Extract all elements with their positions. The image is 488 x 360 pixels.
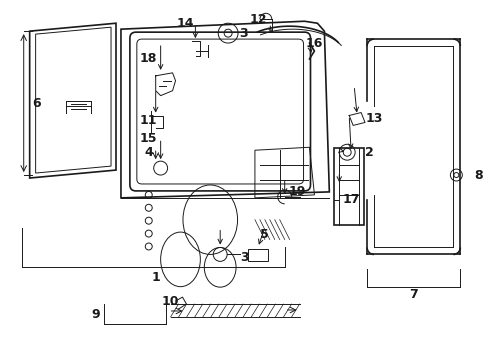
Text: 17: 17 (342, 193, 359, 206)
Text: 6: 6 (32, 97, 41, 110)
Text: 14: 14 (176, 17, 194, 30)
Text: 7: 7 (408, 288, 417, 301)
Text: 2: 2 (364, 146, 373, 159)
Text: 4: 4 (144, 146, 153, 159)
Text: 12: 12 (249, 13, 266, 26)
Text: 18: 18 (140, 53, 157, 66)
Text: 19: 19 (288, 185, 305, 198)
Bar (247, 249, 267, 261)
Text: 5: 5 (260, 228, 269, 241)
Text: 11: 11 (140, 114, 157, 127)
Text: 15: 15 (140, 132, 157, 145)
Text: 10: 10 (162, 294, 179, 307)
Text: 9: 9 (92, 309, 100, 321)
Text: 8: 8 (473, 168, 482, 181)
Text: 1: 1 (151, 271, 160, 284)
Text: 16: 16 (305, 37, 323, 50)
Text: 3: 3 (238, 27, 247, 40)
Text: 3: 3 (240, 251, 249, 264)
Text: 13: 13 (365, 112, 382, 125)
